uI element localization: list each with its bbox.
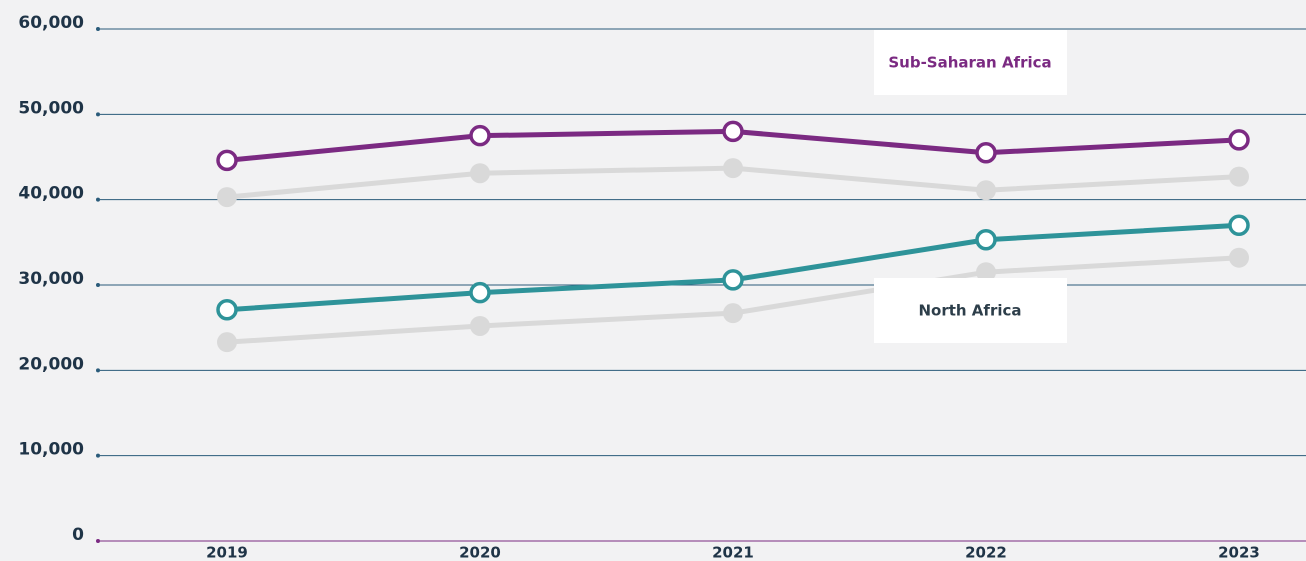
y-tick-label: 0: [72, 525, 84, 545]
series-label-box: [874, 278, 1067, 343]
point-marker: [723, 158, 743, 179]
x-tick-label: 2019: [206, 544, 248, 561]
point-marker: [470, 315, 490, 336]
point-marker: [469, 281, 491, 304]
tick-dot: [96, 453, 100, 458]
tick-dot: [96, 283, 100, 287]
series-label-box: [874, 30, 1067, 95]
point-marker: [470, 163, 490, 184]
point-marker: [722, 120, 744, 143]
y-tick-label: 10,000: [18, 440, 84, 460]
tick-dot: [96, 112, 100, 117]
tick-dot: [96, 539, 100, 543]
tick-dot: [96, 368, 100, 373]
x-tick-label: 2022: [965, 544, 1007, 561]
point-marker: [723, 303, 743, 324]
x-tick-label: 2021: [712, 544, 754, 561]
tick-dot: [96, 27, 100, 31]
tick-dot: [96, 197, 100, 202]
x-tick-label: 2023: [1218, 544, 1260, 561]
point-marker: [976, 180, 996, 201]
point-marker: [216, 298, 238, 321]
y-tick-label: 30,000: [18, 269, 84, 289]
y-tick-label: 50,000: [18, 98, 84, 118]
point-marker: [1229, 166, 1249, 187]
series-label: North Africa: [918, 302, 1021, 320]
point-marker: [976, 262, 996, 283]
point-marker: [722, 269, 744, 291]
y-tick-label: 20,000: [18, 354, 84, 374]
point-marker: [217, 332, 237, 353]
point-marker: [975, 141, 997, 164]
x-tick-label: 2020: [459, 544, 501, 561]
point-marker: [217, 187, 237, 208]
point-marker: [216, 149, 238, 172]
point-marker: [469, 124, 491, 147]
series-label: Sub-Saharan Africa: [888, 54, 1051, 72]
y-tick-label: 40,000: [18, 184, 84, 204]
point-marker: [1228, 214, 1250, 237]
point-marker: [975, 229, 997, 251]
point-marker: [1229, 247, 1249, 268]
y-tick-label: 60,000: [18, 13, 84, 33]
point-marker: [1228, 129, 1250, 151]
